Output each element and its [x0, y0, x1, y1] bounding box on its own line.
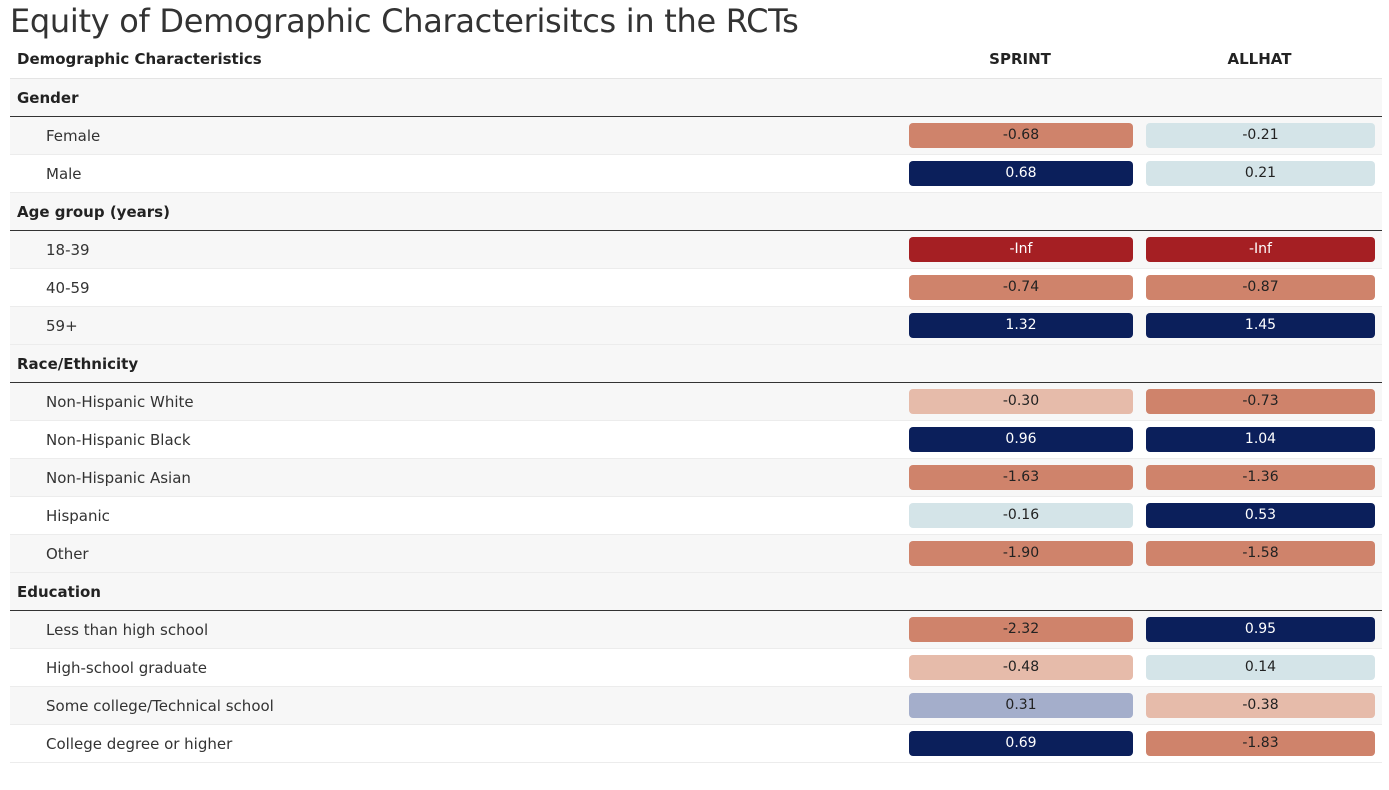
- row-label: Less than high school: [46, 621, 209, 639]
- column-header-sprint: SPRINT: [989, 50, 1051, 68]
- sprint-value-cell: -Inf: [909, 237, 1133, 262]
- sprint-value-cell: 1.32: [909, 313, 1133, 338]
- row-label: College degree or higher: [46, 735, 233, 753]
- sprint-value-cell: 0.68: [909, 161, 1133, 186]
- row-label: Hispanic: [46, 507, 110, 525]
- table-row: 18-39 -Inf -Inf: [10, 231, 1382, 269]
- sprint-value-cell: 0.31: [909, 693, 1133, 718]
- sprint-value-cell: -0.30: [909, 389, 1133, 414]
- group-row: Gender: [10, 79, 1382, 117]
- allhat-value-cell: -0.73: [1146, 389, 1375, 414]
- equity-table: Demographic Characteristics SPRINT ALLHA…: [10, 40, 1382, 763]
- group-row: Race/Ethnicity: [10, 345, 1382, 383]
- row-label: Male: [46, 165, 82, 183]
- table-row: Other -1.90 -1.58: [10, 535, 1382, 573]
- allhat-value-cell: 1.45: [1146, 313, 1375, 338]
- row-label: 40-59: [46, 279, 90, 297]
- table-row: Non-Hispanic Asian -1.63 -1.36: [10, 459, 1382, 497]
- table-body: Gender Female -0.68 -0.21 Male 0.68 0.21 Age gr…: [10, 79, 1382, 763]
- page-title: Equity of Demographic Characterisitcs in…: [10, 2, 799, 40]
- column-header-allhat: ALLHAT: [1227, 50, 1292, 68]
- table-row: Non-Hispanic White -0.30 -0.73: [10, 383, 1382, 421]
- allhat-value-cell: -0.87: [1146, 275, 1375, 300]
- group-label: Education: [17, 583, 101, 601]
- sprint-value-cell: -2.32: [909, 617, 1133, 642]
- row-label: Female: [46, 127, 101, 145]
- sprint-value-cell: 0.96: [909, 427, 1133, 452]
- allhat-value-cell: -0.21: [1146, 123, 1375, 148]
- allhat-value-cell: -1.58: [1146, 541, 1375, 566]
- table-row: Male 0.68 0.21: [10, 155, 1382, 193]
- row-label: High-school graduate: [46, 659, 207, 677]
- row-label: Non-Hispanic Black: [46, 431, 191, 449]
- group-label: Race/Ethnicity: [17, 355, 139, 373]
- group-label: Gender: [17, 89, 79, 107]
- allhat-value-cell: 0.21: [1146, 161, 1375, 186]
- allhat-value-cell: -Inf: [1146, 237, 1375, 262]
- table-row: Less than high school -2.32 0.95: [10, 611, 1382, 649]
- allhat-value-cell: 0.53: [1146, 503, 1375, 528]
- table-row: Female -0.68 -0.21: [10, 117, 1382, 155]
- table-row: 40-59 -0.74 -0.87: [10, 269, 1382, 307]
- row-label: Other: [46, 545, 89, 563]
- row-label: 18-39: [46, 241, 90, 259]
- row-label: Non-Hispanic Asian: [46, 469, 191, 487]
- allhat-value-cell: 0.14: [1146, 655, 1375, 680]
- allhat-value-cell: -1.83: [1146, 731, 1375, 756]
- row-label: Some college/Technical school: [46, 697, 274, 715]
- table-row: Hispanic -0.16 0.53: [10, 497, 1382, 535]
- sprint-value-cell: 0.69: [909, 731, 1133, 756]
- table-header: Demographic Characteristics SPRINT ALLHA…: [10, 40, 1382, 79]
- group-row: Education: [10, 573, 1382, 611]
- sprint-value-cell: -0.74: [909, 275, 1133, 300]
- group-label: Age group (years): [17, 203, 170, 221]
- sprint-value-cell: -1.90: [909, 541, 1133, 566]
- table-row: College degree or higher 0.69 -1.83: [10, 725, 1382, 763]
- allhat-value-cell: -1.36: [1146, 465, 1375, 490]
- table-row: Some college/Technical school 0.31 -0.38: [10, 687, 1382, 725]
- table-row: High-school graduate -0.48 0.14: [10, 649, 1382, 687]
- sprint-value-cell: -0.68: [909, 123, 1133, 148]
- column-header-characteristics: Demographic Characteristics: [17, 50, 262, 68]
- sprint-value-cell: -0.16: [909, 503, 1133, 528]
- group-row: Age group (years): [10, 193, 1382, 231]
- sprint-value-cell: -1.63: [909, 465, 1133, 490]
- allhat-value-cell: -0.38: [1146, 693, 1375, 718]
- row-label: Non-Hispanic White: [46, 393, 194, 411]
- allhat-value-cell: 0.95: [1146, 617, 1375, 642]
- allhat-value-cell: 1.04: [1146, 427, 1375, 452]
- table-row: Non-Hispanic Black 0.96 1.04: [10, 421, 1382, 459]
- row-label: 59+: [46, 317, 78, 335]
- sprint-value-cell: -0.48: [909, 655, 1133, 680]
- table-row: 59+ 1.32 1.45: [10, 307, 1382, 345]
